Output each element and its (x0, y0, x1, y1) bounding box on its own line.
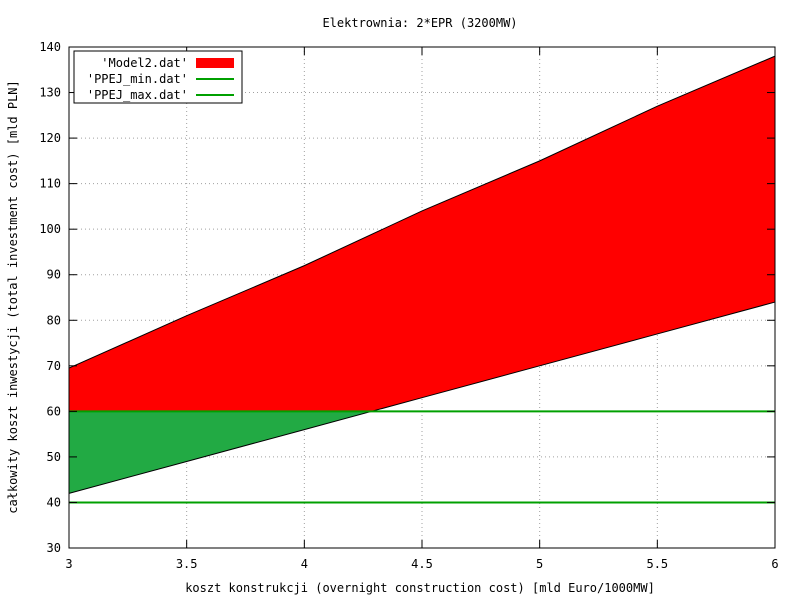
model2-upper-edge (68, 55, 776, 369)
y-tick-label: 30 (47, 541, 61, 555)
x-axis-label: koszt konstrukcji (overnight constructio… (185, 581, 655, 595)
x-tick-label: 5 (536, 557, 543, 571)
model2-lower-edge (68, 301, 776, 494)
y-tick-label: 110 (39, 177, 61, 191)
y-tick-label: 70 (47, 359, 61, 373)
plot-data (68, 55, 776, 504)
y-tick-label: 140 (39, 40, 61, 54)
x-tick-label: 4.5 (411, 557, 433, 571)
legend-label: 'PPEJ_min.dat' (87, 72, 188, 86)
y-tick-label: 120 (39, 131, 61, 145)
chart-title: Elektrownia: 2*EPR (3200MW) (322, 16, 517, 30)
legend-label: 'PPEJ_max.dat' (87, 88, 188, 102)
y-tick-label: 60 (47, 404, 61, 418)
y-tick-label: 40 (47, 495, 61, 509)
y-tick-label: 50 (47, 450, 61, 464)
x-tick-label: 3.5 (176, 557, 198, 571)
x-tick-label: 4 (301, 557, 308, 571)
y-tick-label: 100 (39, 222, 61, 236)
legend-swatch-band (196, 58, 234, 68)
band-overlap-region (69, 411, 372, 494)
model2-band (69, 56, 775, 494)
y-tick-label: 90 (47, 268, 61, 282)
axis-ticks: 3 3.5 4 4.5 5 5.5 6 30 40 50 60 70 80 90 100 110 120 130 1… (39, 40, 778, 571)
x-tick-label: 6 (771, 557, 778, 571)
x-tick-label: 3 (65, 557, 72, 571)
y-tick-label: 130 (39, 86, 61, 100)
y-tick-label: 80 (47, 313, 61, 327)
y-axis-label: całkowity koszt inwestycji (total invest… (6, 80, 20, 513)
x-tick-label: 5.5 (646, 557, 668, 571)
legend-label: 'Model2.dat' (101, 56, 188, 70)
legend: 'Model2.dat' 'PPEJ_min.dat' 'PPEJ_max.dat' (73, 50, 243, 104)
